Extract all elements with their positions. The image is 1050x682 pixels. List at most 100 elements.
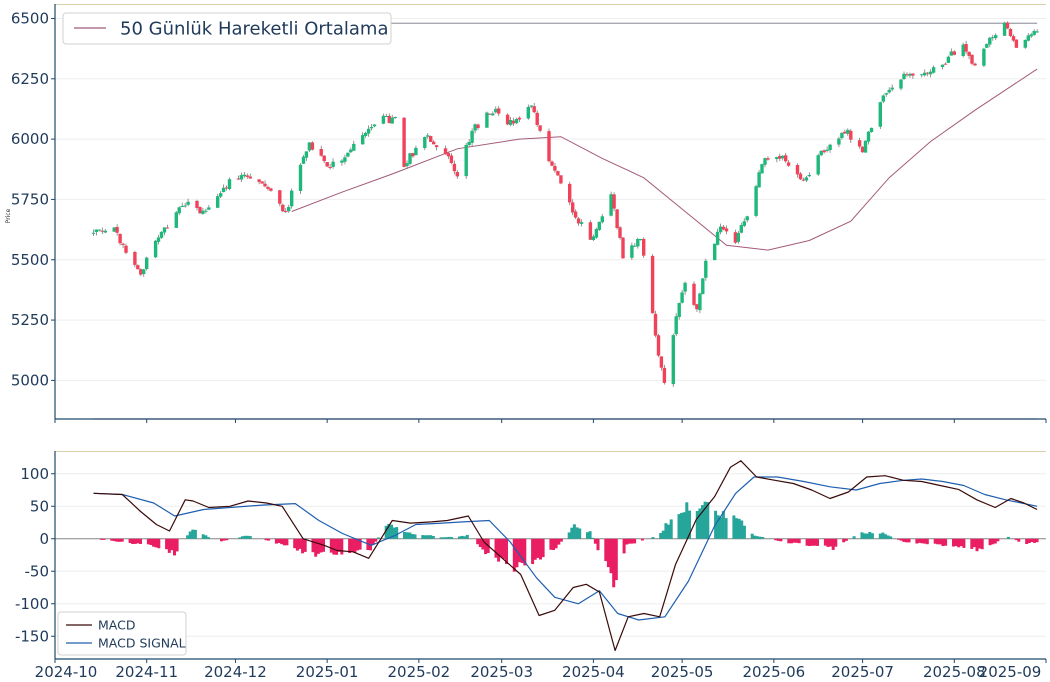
- candle-body: [828, 144, 832, 150]
- candle-body: [982, 48, 986, 66]
- histogram-bar: [863, 533, 867, 539]
- histogram-bar: [298, 538, 302, 549]
- histogram-bar: [735, 518, 738, 539]
- candle-body: [650, 255, 655, 314]
- histogram-bar: [515, 538, 519, 568]
- histogram-bar: [301, 538, 305, 554]
- candle-body: [721, 226, 726, 230]
- candle-body: [156, 237, 161, 242]
- histogram-bar: [970, 538, 974, 549]
- candle-body: [432, 141, 436, 145]
- histogram-bar: [285, 538, 289, 546]
- candle-body: [387, 115, 391, 124]
- histogram-bar: [332, 538, 336, 555]
- histogram-bar: [808, 538, 812, 546]
- candle-body: [301, 156, 306, 164]
- histogram-bar: [944, 538, 948, 546]
- candle-body: [597, 221, 601, 230]
- candle-body: [535, 112, 539, 125]
- histogram-bar: [570, 527, 574, 539]
- candle-body: [343, 157, 347, 162]
- histogram-bar: [936, 538, 940, 545]
- candle-body: [952, 51, 956, 55]
- histogram-bar: [753, 535, 757, 539]
- candle-body: [1035, 31, 1039, 33]
- candle-body: [139, 269, 143, 275]
- histogram-bar: [295, 538, 299, 551]
- candle-body: [538, 125, 542, 131]
- histogram-bar: [870, 533, 874, 539]
- candle-body: [961, 44, 965, 56]
- candle-body: [804, 177, 809, 181]
- y-tick-label: 6500: [11, 9, 49, 27]
- histogram-bar: [340, 538, 344, 555]
- histogram-bar: [118, 538, 122, 542]
- x-tick-label: 2025-06: [743, 663, 806, 681]
- legend-label-signal: MACD SIGNAL: [98, 636, 186, 651]
- candle-body: [517, 117, 522, 120]
- histogram-bar: [572, 524, 576, 539]
- histogram-bar: [476, 538, 480, 545]
- histogram-bar: [716, 515, 720, 539]
- price-ticks: 5000 5250 5500 5750 6000 6250 6500: [11, 9, 1047, 423]
- candle-body: [204, 210, 208, 212]
- candle-body: [642, 238, 646, 256]
- candle-body: [866, 131, 871, 142]
- histogram-bar: [1033, 538, 1036, 543]
- candle-body: [576, 218, 581, 224]
- histogram-bar: [586, 532, 589, 539]
- histogram-bar: [274, 538, 278, 544]
- histogram-bar: [884, 534, 887, 539]
- histogram-bar: [842, 538, 846, 543]
- histogram-bar: [520, 538, 524, 563]
- candle-body: [905, 74, 909, 76]
- candle-body: [287, 207, 291, 212]
- candle-body: [464, 145, 468, 177]
- candle-body: [1011, 36, 1016, 41]
- y-axis-label: Price: [5, 208, 12, 223]
- histogram-bar: [186, 535, 190, 539]
- histogram-bar: [1035, 538, 1039, 543]
- candle-body: [733, 232, 738, 243]
- histogram-bar: [154, 538, 158, 548]
- candle-body: [473, 124, 477, 131]
- histogram-bar: [667, 524, 670, 539]
- candle-body: [760, 164, 764, 174]
- histogram-bar: [494, 538, 498, 558]
- histogram-bar: [384, 525, 388, 539]
- candle-body: [973, 63, 977, 66]
- x-tick-label: 2024-12: [204, 663, 267, 681]
- histogram-bar: [897, 538, 901, 540]
- candle-body: [677, 303, 681, 317]
- histogram-bar: [531, 538, 535, 564]
- histogram-bar: [651, 537, 655, 539]
- candle-body: [1008, 29, 1013, 37]
- histogram-bar: [554, 538, 558, 549]
- x-tick-label: 2025-07: [831, 663, 894, 681]
- candle-body: [920, 74, 924, 76]
- histogram-bar: [816, 538, 819, 546]
- legend-box: [62, 12, 392, 45]
- histogram-bar: [505, 538, 508, 564]
- histogram-bar: [776, 538, 780, 541]
- candle-body: [1002, 22, 1007, 36]
- histogram-bar: [484, 538, 488, 555]
- candle-body: [340, 160, 344, 163]
- histogram-bar: [423, 535, 427, 539]
- histogram-bar: [157, 538, 161, 549]
- histogram-bar: [133, 538, 137, 544]
- histogram-bar: [852, 536, 856, 539]
- x-tick-label: 2024-11: [115, 663, 178, 681]
- candle-body: [470, 130, 474, 143]
- histogram-bar: [941, 538, 945, 546]
- candle-body: [369, 127, 374, 129]
- histogram-bar: [267, 538, 271, 541]
- candle-body: [529, 105, 533, 107]
- candle-body: [778, 156, 782, 159]
- candle-body: [656, 335, 661, 356]
- y-tick-label: 100: [20, 465, 49, 483]
- histogram-bar: [792, 538, 796, 543]
- histogram-bar: [1017, 538, 1021, 542]
- histogram-bar: [350, 538, 354, 553]
- candle-body: [319, 149, 323, 156]
